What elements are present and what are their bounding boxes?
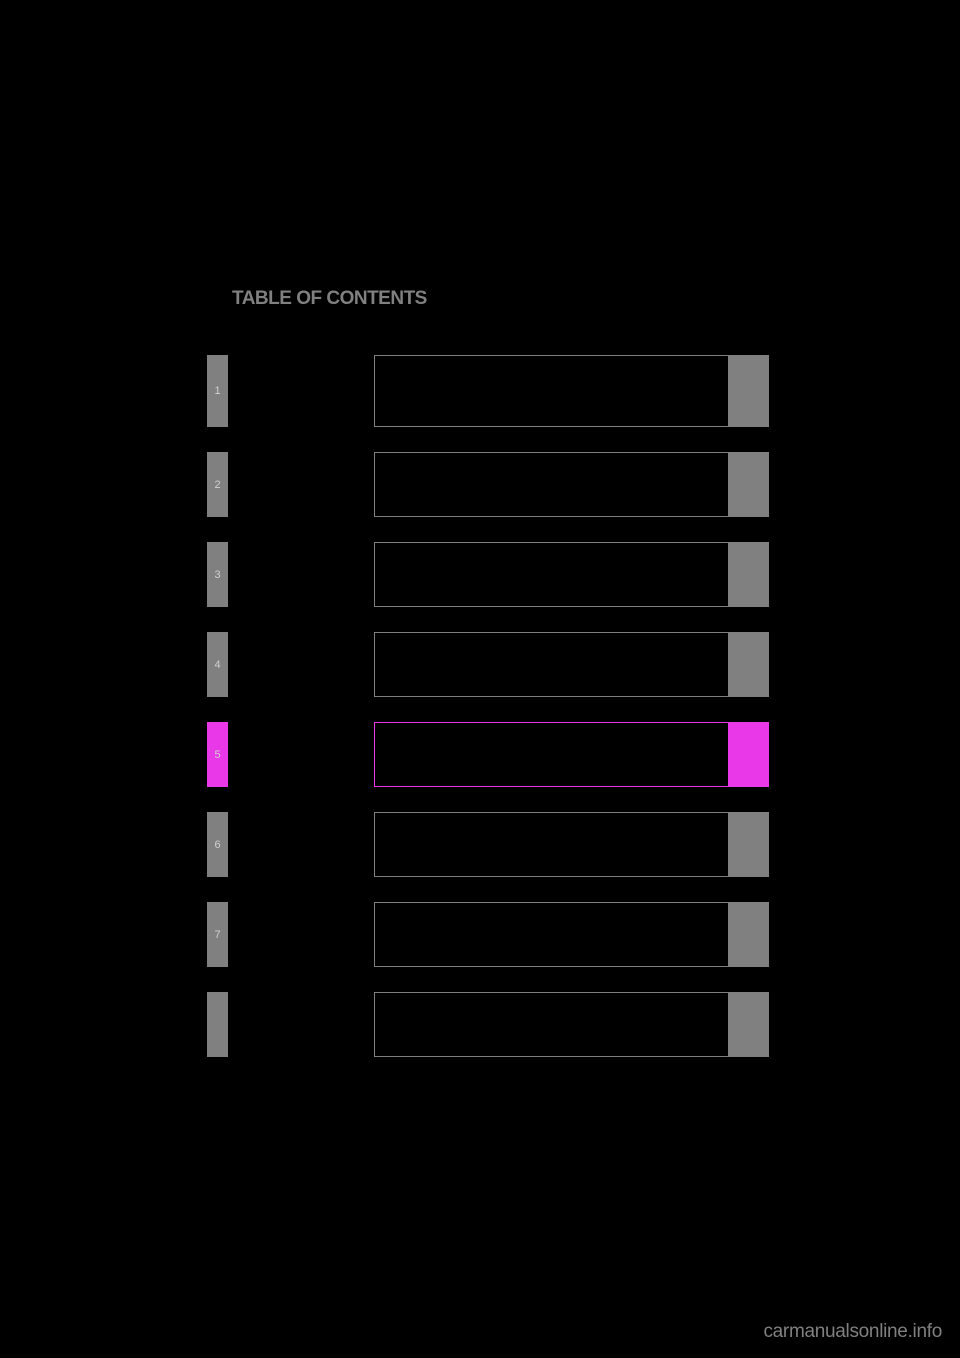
- content-main: [375, 453, 728, 516]
- content-box-highlight: [374, 722, 769, 787]
- spacer: [228, 812, 374, 877]
- toc-row[interactable]: [207, 992, 769, 1057]
- spacer: [228, 452, 374, 517]
- content-box: [374, 542, 769, 607]
- spacer: [228, 902, 374, 967]
- content-tab-highlight: [728, 723, 768, 786]
- toc-row[interactable]: 6: [207, 812, 769, 877]
- content-box: [374, 992, 769, 1057]
- content-main: [375, 543, 728, 606]
- content-main: [375, 993, 728, 1056]
- content-tab: [728, 813, 768, 876]
- index-badge: 7: [207, 902, 228, 967]
- spacer: [228, 355, 374, 427]
- content-box: [374, 632, 769, 697]
- content-main: [375, 813, 728, 876]
- content-tab: [728, 453, 768, 516]
- index-badge: 4: [207, 632, 228, 697]
- content-tab: [728, 543, 768, 606]
- index-badge: 1: [207, 355, 228, 427]
- spacer: [228, 992, 374, 1057]
- content-tab: [728, 356, 768, 426]
- content-box: [374, 812, 769, 877]
- index-badge: 6: [207, 812, 228, 877]
- spacer: [228, 632, 374, 697]
- toc-row[interactable]: 4: [207, 632, 769, 697]
- content-tab: [728, 903, 768, 966]
- toc-row[interactable]: 3: [207, 542, 769, 607]
- content-box: [374, 902, 769, 967]
- content-main: [375, 723, 728, 786]
- toc-row[interactable]: 2: [207, 452, 769, 517]
- toc-container: 1 2 3 4 5: [207, 355, 769, 1082]
- page-title: TABLE OF CONTENTS: [232, 288, 427, 310]
- content-tab: [728, 993, 768, 1056]
- content-main: [375, 356, 728, 426]
- index-badge-highlight: 5: [207, 722, 228, 787]
- index-badge: 2: [207, 452, 228, 517]
- spacer: [228, 542, 374, 607]
- content-box: [374, 355, 769, 427]
- index-badge: 3: [207, 542, 228, 607]
- watermark-text: carmanualsonline.info: [763, 1321, 942, 1343]
- content-box: [374, 452, 769, 517]
- content-main: [375, 903, 728, 966]
- toc-row[interactable]: 7: [207, 902, 769, 967]
- spacer: [228, 722, 374, 787]
- content-tab: [728, 633, 768, 696]
- content-main: [375, 633, 728, 696]
- toc-row[interactable]: 1: [207, 355, 769, 427]
- index-badge: [207, 992, 228, 1057]
- toc-row[interactable]: 5: [207, 722, 769, 787]
